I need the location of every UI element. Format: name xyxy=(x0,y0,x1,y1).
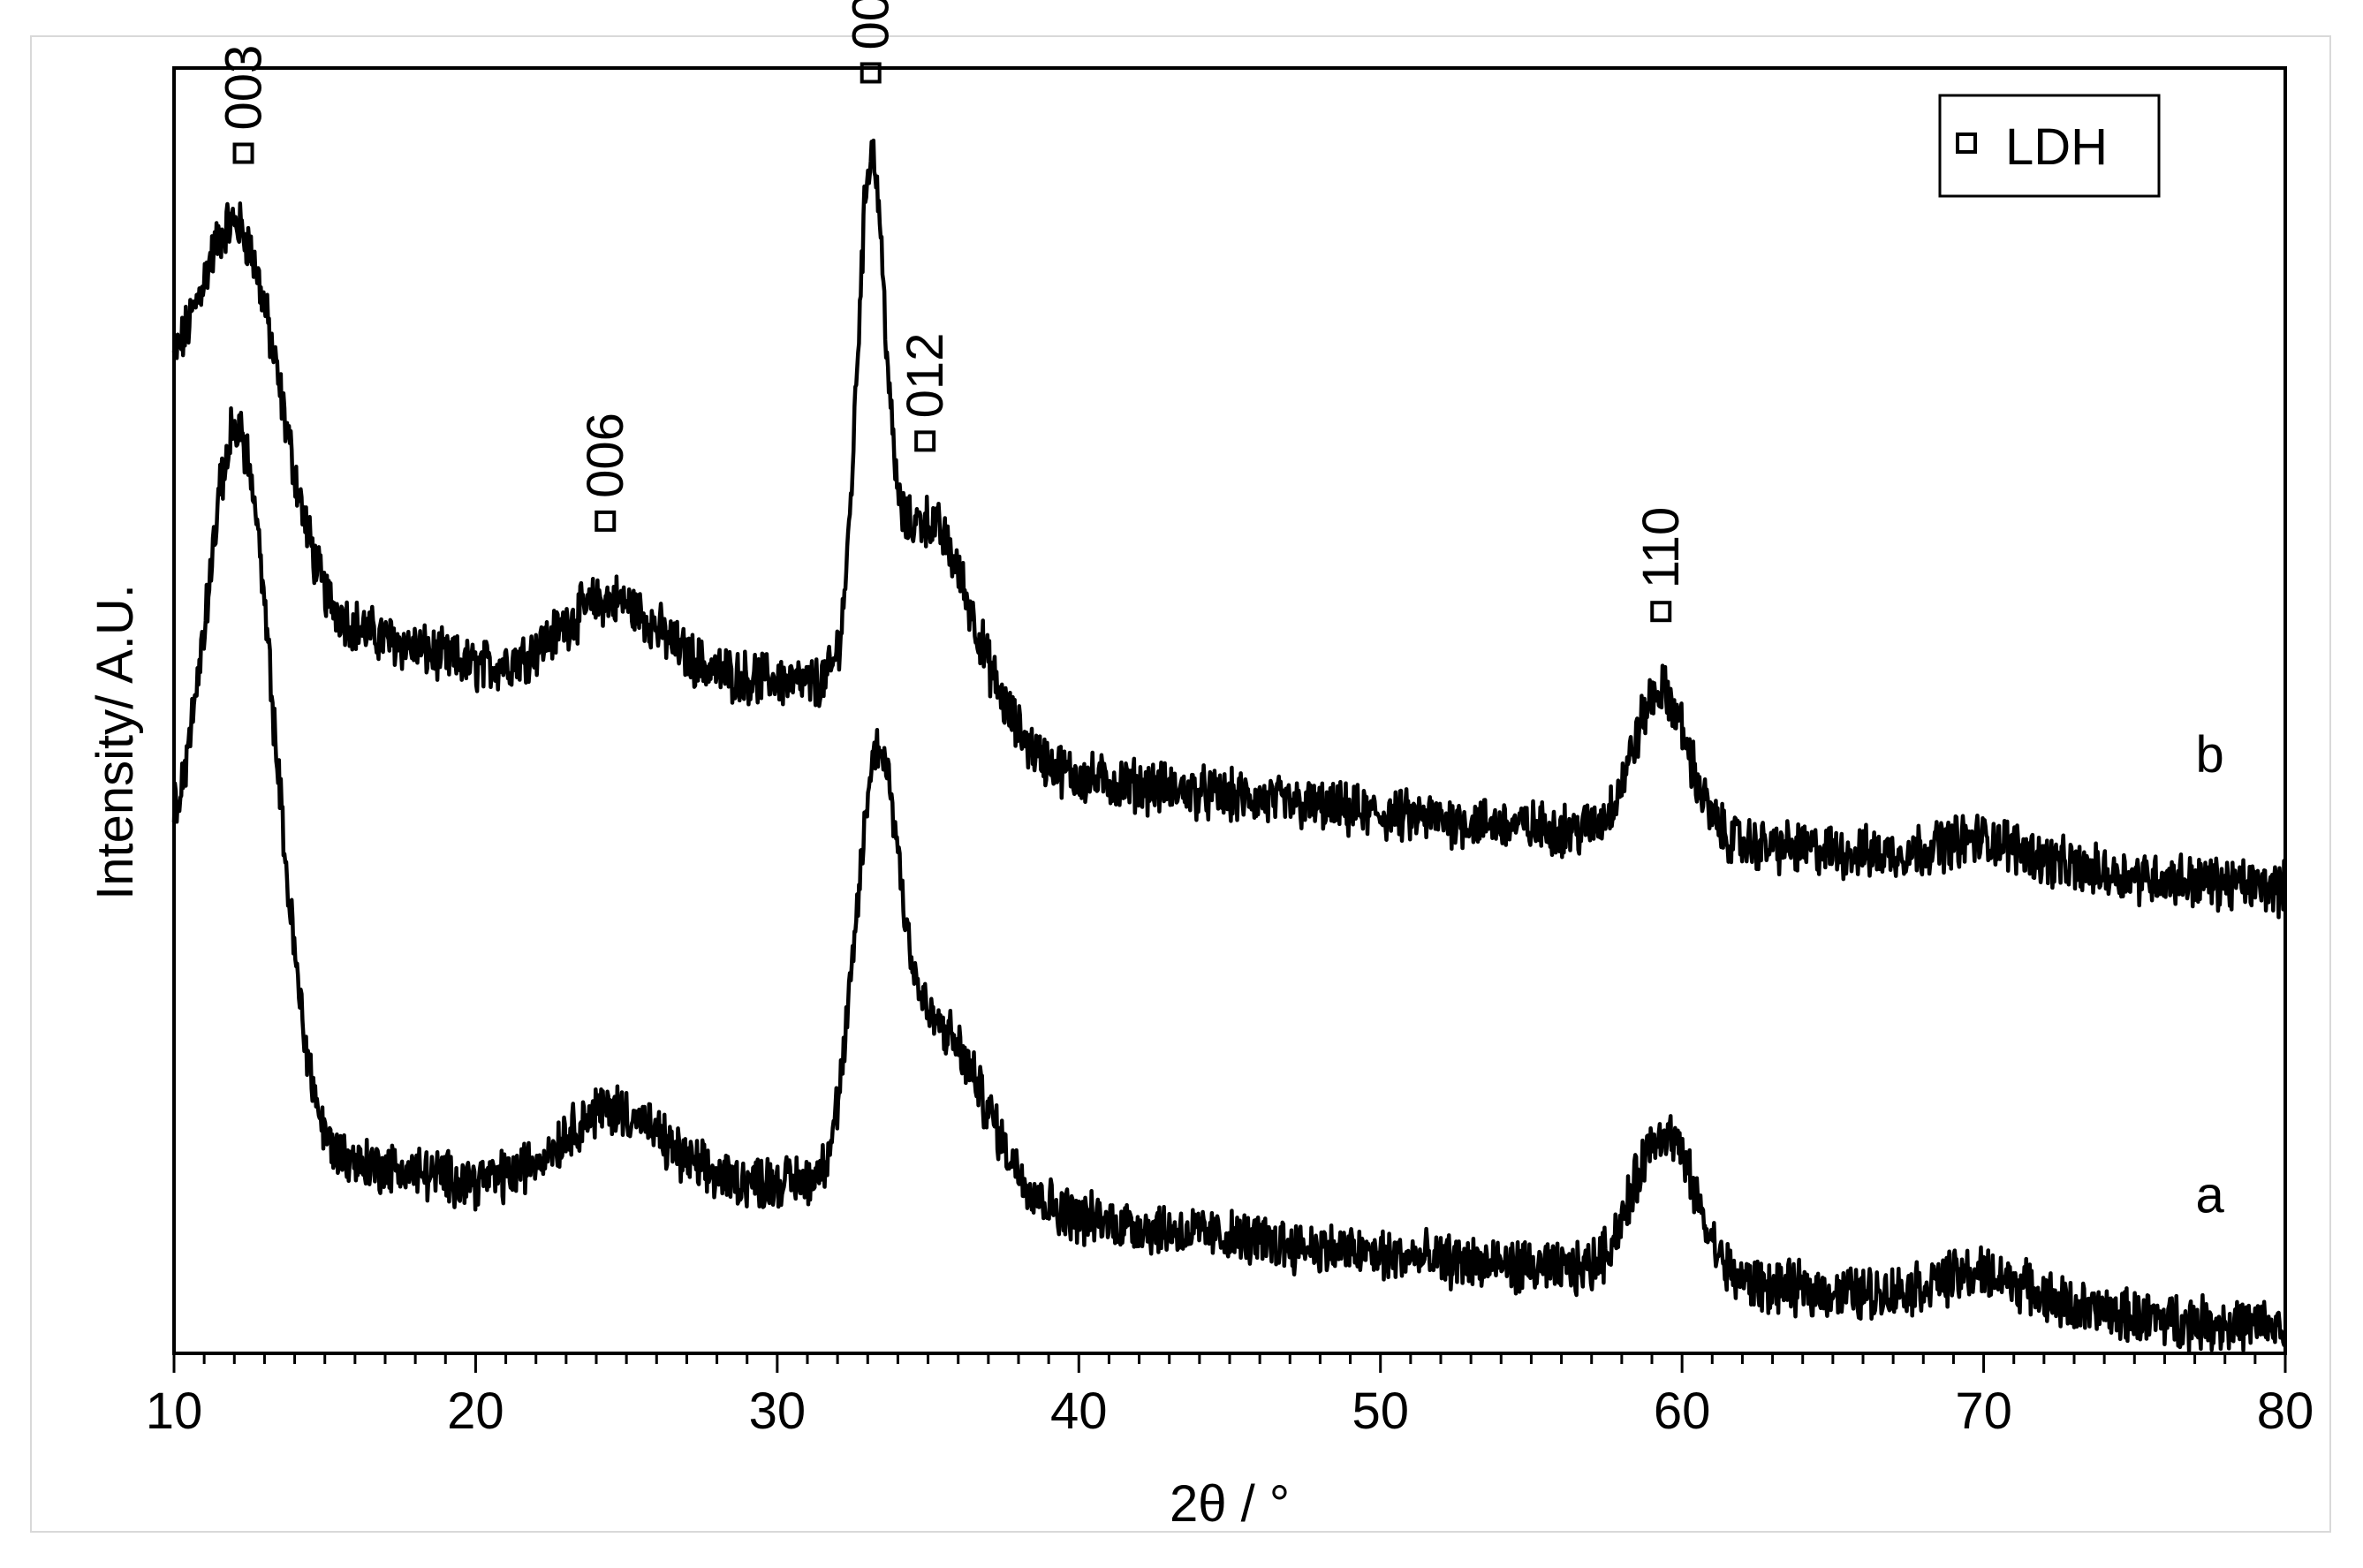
legend-marker-open-square xyxy=(1956,133,1977,154)
x-tick-label: 10 xyxy=(146,1382,203,1440)
x-tick-label: 20 xyxy=(447,1382,504,1440)
series-a-line xyxy=(171,406,2287,1353)
curve-label-a: a xyxy=(2196,1167,2225,1224)
peak-label-003: 003 xyxy=(216,45,273,131)
peak-marker-003 xyxy=(232,142,254,164)
peak-marker-012 xyxy=(914,430,936,452)
x-tick-label: 80 xyxy=(2257,1382,2314,1440)
y-axis-title: Intensity/ A.U. xyxy=(87,584,144,900)
peak-label-110: 110 xyxy=(1632,507,1690,588)
x-axis-title: 2θ / ° xyxy=(1170,1475,1290,1533)
x-tick-label: 40 xyxy=(1050,1382,1108,1440)
x-axis-ticks xyxy=(172,1353,2287,1373)
peak-label-012: 012 xyxy=(897,333,954,419)
peak-marker-009 xyxy=(860,62,882,84)
x-tick-label: 60 xyxy=(1654,1382,1711,1440)
x-tick-label: 70 xyxy=(1955,1382,2012,1440)
peak-marker-006 xyxy=(595,510,617,532)
x-axis-tick-labels: 10 20 30 40 50 60 70 80 xyxy=(146,1382,2314,1440)
curve-labels: ba xyxy=(2196,726,2225,1224)
peak-marker-110 xyxy=(1650,601,1672,623)
peak-annotations: 003 006 009 012 110 xyxy=(216,0,1690,623)
series-b-line xyxy=(171,138,2287,920)
x-tick-label: 30 xyxy=(749,1382,807,1440)
peak-label-006: 006 xyxy=(577,413,634,498)
curve-label-b: b xyxy=(2196,726,2224,784)
legend: LDH xyxy=(1938,94,2161,198)
peak-label-009: 009 xyxy=(843,0,900,49)
x-tick-label: 50 xyxy=(1352,1382,1409,1440)
legend-label: LDH xyxy=(2005,118,2108,176)
series-layer xyxy=(171,138,2287,1353)
